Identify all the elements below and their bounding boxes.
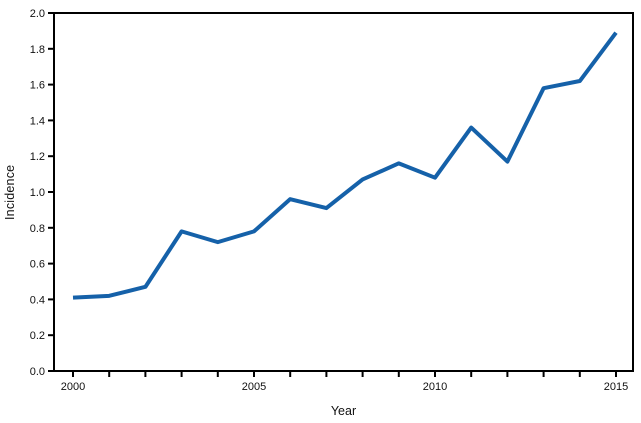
x-tick-label: 2010 bbox=[423, 381, 447, 393]
incidence-line bbox=[72, 31, 618, 300]
x-tick-label: 2005 bbox=[242, 381, 266, 393]
y-tick-label: 0.6 bbox=[30, 259, 45, 271]
x-tick-label: 2000 bbox=[61, 381, 85, 393]
plot-frame bbox=[53, 12, 634, 372]
y-tick-label: 0.0 bbox=[30, 366, 45, 378]
y-tick-label: 0.2 bbox=[30, 330, 45, 342]
y-tick-label: 1.6 bbox=[30, 80, 45, 92]
y-tick-label: 2.0 bbox=[30, 8, 45, 20]
x-tick-label: 2015 bbox=[604, 381, 628, 393]
x-axis-title: Year bbox=[330, 404, 357, 418]
y-tick-label: 0.4 bbox=[30, 294, 45, 306]
y-tick-label: 1.4 bbox=[30, 115, 45, 127]
y-tick-label: 1.2 bbox=[30, 151, 45, 163]
y-axis-title: Incidence bbox=[3, 164, 17, 220]
y-tick-label: 1.0 bbox=[30, 187, 45, 199]
y-tick-label: 1.8 bbox=[30, 44, 45, 56]
y-tick-label: 0.8 bbox=[30, 223, 45, 235]
